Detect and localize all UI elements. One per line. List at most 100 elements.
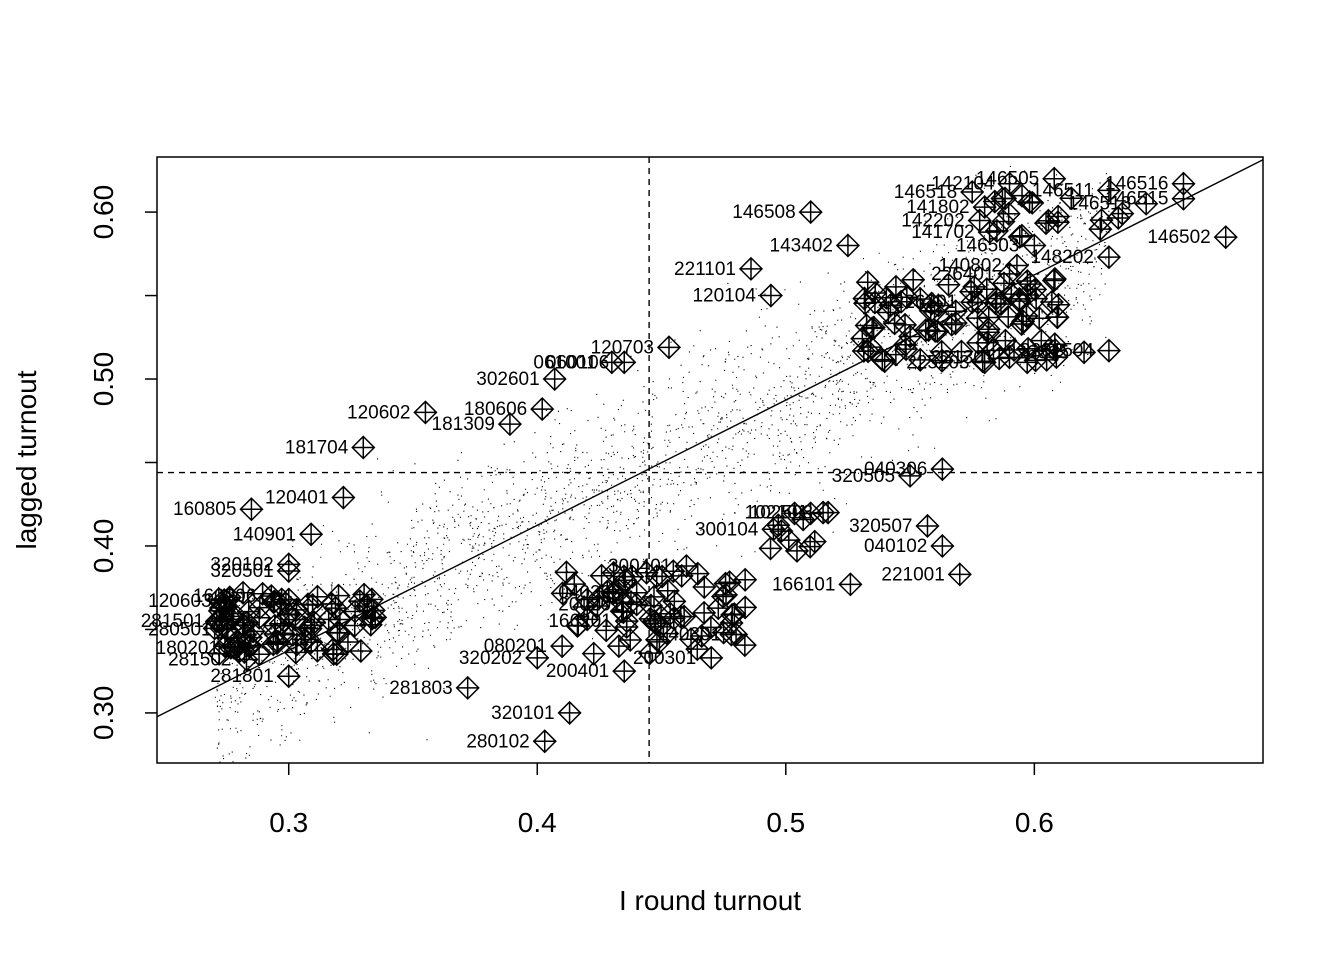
cluster-marker (554, 560, 579, 585)
cluster-marker (692, 574, 717, 600)
point-label: 120703 (591, 337, 654, 358)
labeled-marker (612, 659, 637, 684)
point-label: 146503 (956, 235, 1019, 256)
point-label: 320507 (849, 516, 912, 537)
point-label: 040102 (864, 536, 927, 557)
y-axis: 0.30 0.40 0.50 0.60 (88, 185, 157, 740)
cluster-marker (1007, 289, 1032, 314)
cluster-marker (908, 286, 933, 312)
cluster-marker (1009, 183, 1035, 208)
labeled-marker (331, 485, 356, 510)
labeled-marker (835, 233, 860, 258)
labeled-marker (497, 412, 522, 437)
point-label: 146508 (732, 202, 795, 223)
cluster-marker (991, 209, 1016, 234)
point-label: 300104 (695, 519, 759, 540)
labeled-marker (960, 290, 985, 315)
point-label: 060106 (546, 352, 609, 373)
cluster-marker (672, 604, 697, 629)
point-label: 226015 (1006, 342, 1069, 363)
cluster-marker (692, 600, 717, 625)
cluster-marker (758, 536, 783, 561)
cluster-marker (241, 619, 266, 644)
x-axis-title: I round turnout (619, 885, 801, 916)
point-label: 140301 (658, 624, 721, 645)
cluster-marker (1009, 223, 1034, 248)
point-label: 120104 (692, 286, 756, 307)
cluster-marker (618, 627, 643, 653)
labeled-marker (997, 345, 1022, 370)
labeled-marker (221, 635, 247, 660)
cluster-marker (872, 349, 897, 374)
labeled-marker (997, 171, 1022, 196)
plot-frame (156, 156, 1264, 764)
labeled-marker (234, 647, 259, 672)
cluster-marker (798, 534, 823, 559)
point-label: 146511 (1032, 180, 1094, 201)
labeled-marker (656, 335, 682, 360)
labeled-marker (1071, 340, 1097, 365)
point-label: 040203 (558, 583, 621, 604)
y-tick-label: 0.40 (88, 519, 119, 574)
point-label: 142104 (931, 174, 995, 195)
labeled-marker (798, 200, 823, 225)
point-label: 281801 (210, 666, 273, 687)
cluster-marker (271, 621, 296, 646)
labeled-marker (1171, 186, 1196, 211)
labeled-marker (351, 435, 376, 460)
labeled-marker (674, 553, 699, 579)
point-label: 302601 (476, 369, 539, 390)
point-label: 120401 (265, 488, 328, 509)
cluster-marker (581, 641, 606, 666)
point-label: 320101 (491, 703, 554, 724)
cluster-marker (261, 632, 286, 657)
labeled-marker (930, 533, 955, 559)
cluster-marker (1046, 292, 1071, 317)
cluster-marker (717, 570, 742, 595)
labeled-marker (898, 463, 923, 488)
cluster-marker (976, 305, 1001, 330)
labeled-marker (557, 700, 582, 725)
cluster-marker (650, 564, 675, 589)
cluster-marker (1029, 328, 1054, 353)
point-label: 280102 (466, 731, 529, 752)
cluster-marker (1011, 309, 1036, 334)
cluster-marker (1015, 336, 1041, 361)
y-tick-label: 0.60 (88, 185, 119, 240)
labeled-marker (758, 283, 783, 308)
point-label: 160906 (193, 586, 256, 607)
cluster-marker (327, 620, 352, 646)
point-label: 226201 (894, 292, 957, 313)
cluster-marker (936, 272, 961, 297)
labeled-marker (624, 592, 649, 617)
labeled-marker (960, 179, 985, 205)
point-label: 181704 (285, 437, 349, 458)
point-label: 181309 (432, 414, 495, 435)
point-label: 221101 (674, 259, 736, 280)
point-label: 281502 (168, 649, 231, 670)
labeled-marker (977, 220, 1002, 245)
cluster-marker (901, 267, 926, 292)
reference-lines (157, 157, 1263, 763)
x-tick-label: 0.6 (1015, 807, 1054, 838)
cluster-marker (930, 348, 955, 373)
cluster-marker (919, 291, 944, 316)
point-label: 148202 (1030, 247, 1093, 268)
labeled-marker (525, 645, 550, 670)
labeled-marker (761, 517, 786, 542)
point-label: 142202 (901, 210, 964, 231)
cluster-marker (993, 328, 1018, 353)
point-label: 221001 (881, 564, 944, 585)
point-label: 061001 (533, 352, 596, 373)
cluster-marker (300, 592, 325, 618)
point-label: 320202 (459, 648, 522, 669)
cluster-marker (1059, 186, 1084, 211)
labeled-marker (614, 609, 639, 634)
unlabeled-marker-clusters (202, 183, 1135, 667)
point-label: 146518 (894, 182, 957, 203)
cluster-marker (733, 595, 758, 620)
point-label: 300401 (608, 556, 671, 577)
cluster-marker (620, 564, 645, 589)
labeled-marker (276, 664, 301, 689)
